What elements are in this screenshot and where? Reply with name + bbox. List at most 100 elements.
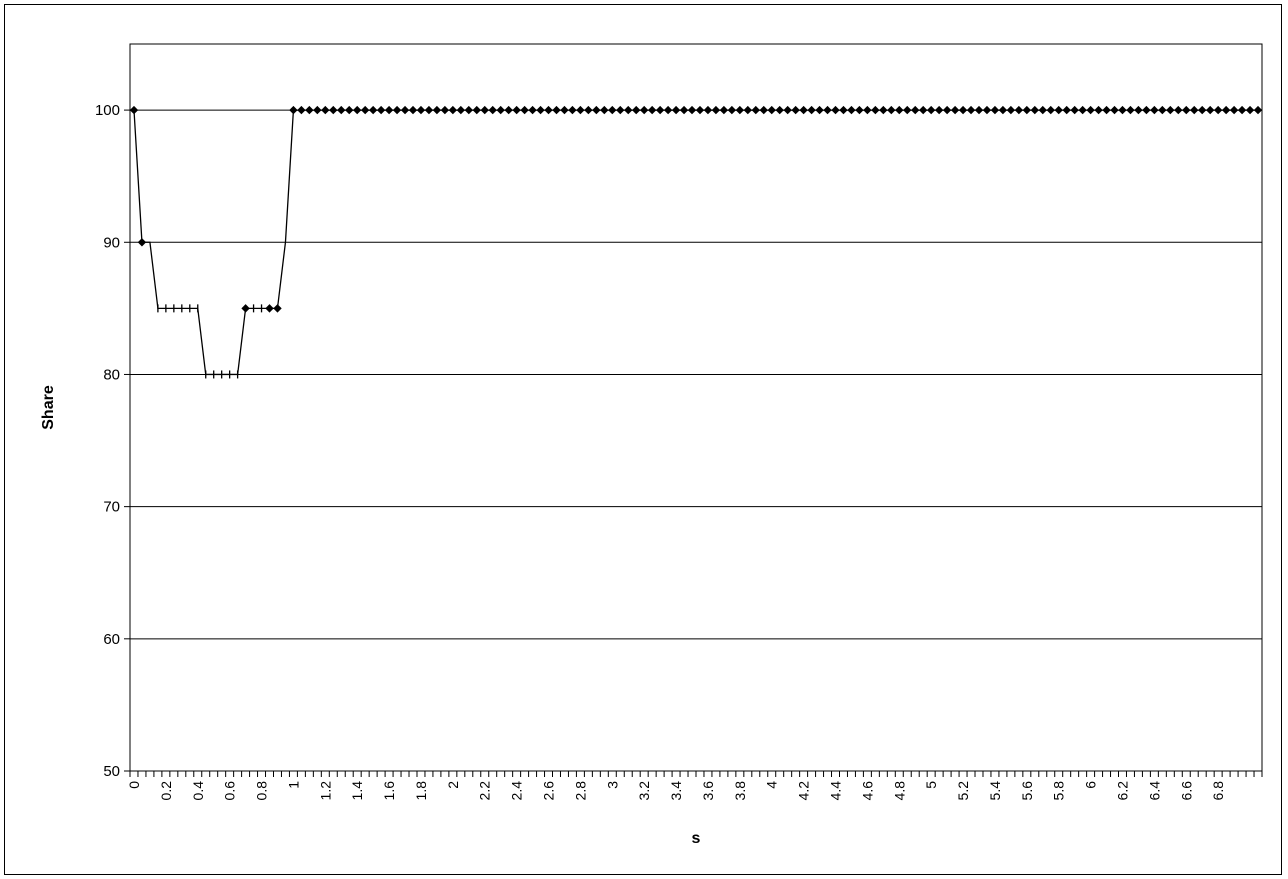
- y-tick-label: 50: [103, 763, 120, 780]
- x-tick-label: 2.4: [509, 781, 525, 801]
- data-point: [847, 105, 856, 115]
- data-point: [408, 105, 418, 115]
- data-point: [799, 105, 808, 115]
- data-point: [647, 105, 657, 115]
- x-tick-label: 2.6: [541, 781, 557, 801]
- data-point: [321, 105, 330, 115]
- data-point: [695, 105, 705, 115]
- data-point: [265, 304, 274, 313]
- data-point: [576, 105, 585, 115]
- data-point: [1006, 105, 1016, 115]
- data-point: [879, 105, 888, 115]
- data-point: [345, 105, 354, 115]
- data-point: [966, 105, 976, 115]
- data-point: [289, 105, 298, 115]
- data-point: [1046, 105, 1055, 115]
- data-point: [903, 105, 912, 115]
- data-point: [504, 105, 513, 115]
- x-tick-label: 1.8: [413, 781, 429, 801]
- x-tick-label: 0.8: [254, 781, 270, 801]
- data-point: [1237, 105, 1247, 115]
- data-point: [1054, 105, 1063, 115]
- data-point: [1022, 105, 1032, 115]
- data-point: [926, 105, 936, 115]
- data-point: [360, 105, 370, 115]
- data-point: [544, 105, 553, 115]
- data-point: [241, 304, 250, 313]
- data-point: [998, 105, 1008, 115]
- data-point: [1126, 105, 1135, 115]
- data-point: [305, 105, 314, 115]
- data-point: [1118, 105, 1127, 115]
- data-point: [1086, 105, 1095, 115]
- x-tick-label: 1: [285, 781, 301, 789]
- data-point: [639, 105, 649, 115]
- data-point: [456, 105, 466, 115]
- data-point: [895, 105, 904, 115]
- x-tick-label: 4: [764, 781, 780, 789]
- data-point: [918, 105, 928, 115]
- x-tick-label: 4.2: [796, 781, 812, 801]
- chart-frame: [4, 4, 1282, 875]
- data-point: [655, 105, 665, 115]
- data-point: [137, 238, 147, 247]
- x-tick-label: 3.2: [636, 781, 652, 801]
- y-tick-label: 80: [103, 366, 120, 383]
- data-point: [743, 105, 753, 115]
- data-point: [887, 105, 896, 115]
- data-point: [552, 105, 561, 115]
- x-tick-label: 1.2: [317, 781, 333, 801]
- x-tick-label: 2: [445, 781, 461, 789]
- data-point: [1174, 105, 1183, 115]
- data-point: [783, 105, 792, 115]
- data-point: [560, 105, 569, 115]
- data-point: [608, 105, 617, 115]
- data-point: [911, 105, 920, 115]
- x-tick-label: 6.8: [1210, 781, 1226, 801]
- data-point: [1182, 105, 1191, 115]
- x-tick-label: 1.4: [349, 781, 365, 801]
- data-point: [679, 105, 689, 115]
- x-tick-label: 0: [126, 781, 142, 789]
- x-tick-label: 6.2: [1114, 781, 1130, 801]
- gridlines: [130, 109, 1262, 640]
- y-tick-label: 90: [103, 234, 120, 251]
- x-tick-label: 3.6: [700, 781, 716, 801]
- data-point: [974, 105, 984, 115]
- x-tick-label: 2.8: [572, 781, 588, 801]
- data-point: [392, 105, 402, 115]
- x-tick-label: 5.6: [1019, 781, 1035, 801]
- data-point: [1166, 105, 1175, 115]
- x-tick-label: 0.4: [190, 781, 206, 801]
- data-point: [1110, 105, 1119, 115]
- data-point: [1134, 105, 1143, 115]
- data-point: [1150, 105, 1159, 115]
- data-point: [480, 105, 489, 115]
- data-point: [329, 105, 338, 115]
- y-tick-label: 70: [103, 499, 120, 516]
- data-point: [719, 105, 729, 115]
- data-point: [791, 105, 800, 115]
- data-point: [775, 105, 784, 115]
- data-point: [839, 105, 848, 115]
- data-point: [759, 105, 768, 115]
- data-point: [512, 105, 521, 115]
- data-point: [520, 105, 529, 115]
- data-point: [1142, 105, 1151, 115]
- x-tick-label: 6: [1083, 781, 1099, 789]
- data-point: [273, 304, 282, 313]
- data-point: [624, 105, 633, 115]
- data-point: [1030, 105, 1040, 115]
- data-point: [432, 105, 442, 115]
- data-point: [1253, 105, 1263, 115]
- data-point: [600, 105, 609, 115]
- data-point: [687, 105, 697, 115]
- data-point: [767, 105, 776, 115]
- data-point: [440, 105, 450, 115]
- series-layer: [129, 105, 1263, 379]
- data-point: [1070, 105, 1079, 115]
- x-tick-label: 0.6: [222, 781, 238, 801]
- data-point: [496, 105, 505, 115]
- x-axis-title: s: [692, 830, 701, 847]
